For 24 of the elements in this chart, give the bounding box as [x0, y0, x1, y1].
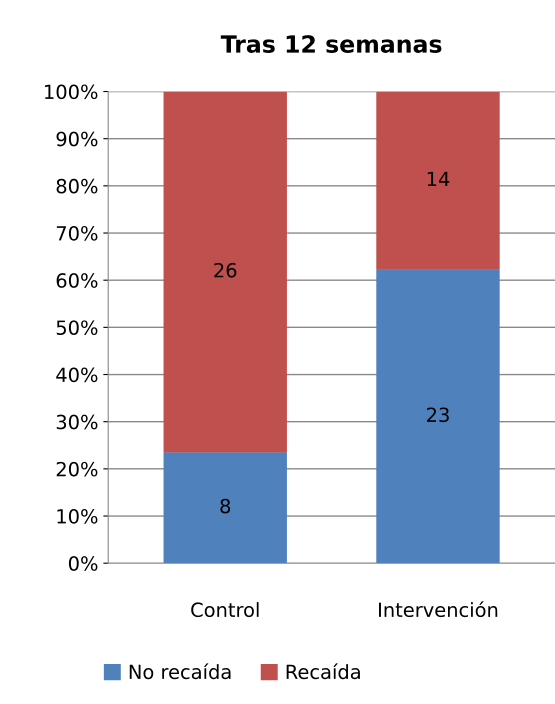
- y-tick-label: 40%: [56, 367, 98, 382]
- y-tick-label: 100%: [45, 84, 98, 100]
- annotation: 8: [220, 498, 230, 514]
- y-tick-label: 80%: [56, 178, 98, 194]
- y-tick-label: 90%: [56, 132, 98, 146]
- bar: [376, 92, 500, 270]
- y-tick-label: 50%: [56, 320, 98, 336]
- x-tick-label: Control: [191, 602, 259, 618]
- bar: [376, 270, 500, 564]
- y-tick-label: 20%: [56, 462, 98, 477]
- y-tick-label: 30%: [56, 414, 98, 430]
- annotation: 26: [214, 262, 236, 278]
- legend-label: No recaída: [130, 663, 231, 680]
- y-tick-label: 10%: [57, 508, 98, 524]
- x-tick-label: Intervención: [379, 601, 498, 618]
- bar: [164, 92, 287, 452]
- y-tick-label: 60%: [56, 273, 98, 288]
- legend-label: Recaída: [286, 663, 360, 680]
- y-tick-label: 0%: [68, 556, 98, 571]
- annotation: 14: [428, 172, 450, 186]
- y-tick-label: 70%: [56, 226, 98, 241]
- annotation: 23: [427, 407, 449, 422]
- bar: [164, 452, 287, 564]
- chart-title: Tras 12 semanas: [220, 35, 442, 53]
